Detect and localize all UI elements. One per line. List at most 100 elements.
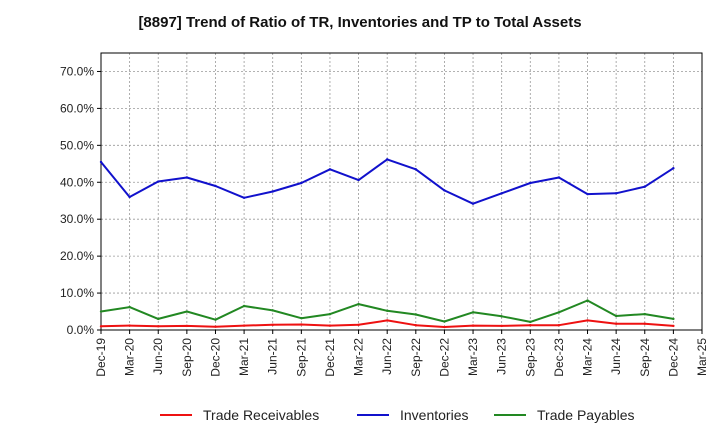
y-tick-label: 20.0% bbox=[60, 249, 94, 263]
legend-item-trade-receivables: Trade Receivables bbox=[160, 407, 319, 423]
data-point-trade-payables bbox=[586, 299, 589, 302]
data-point-trade-payables bbox=[328, 312, 332, 316]
data-point-trade-payables bbox=[271, 309, 274, 312]
x-tick-label: Sep-24 bbox=[638, 338, 652, 377]
data-point-inventories bbox=[443, 189, 446, 192]
data-point-trade-receivables bbox=[99, 325, 103, 328]
data-point-inventories bbox=[586, 192, 589, 196]
x-tick-label: Sep-22 bbox=[409, 338, 423, 377]
data-point-trade-receivables bbox=[500, 324, 503, 328]
data-point-trade-payables bbox=[214, 318, 217, 321]
data-point-trade-payables bbox=[357, 302, 360, 306]
y-tick-label: 40.0% bbox=[60, 175, 94, 189]
data-point-trade-payables bbox=[157, 317, 160, 321]
plot-border bbox=[100, 52, 703, 331]
data-point-trade-receivables bbox=[586, 319, 589, 322]
data-point-inventories bbox=[414, 168, 418, 171]
x-tick-label: Sep-21 bbox=[294, 338, 308, 377]
x-tick-label: Dec-22 bbox=[437, 338, 451, 377]
data-point-inventories bbox=[157, 180, 160, 183]
data-point-inventories bbox=[643, 185, 646, 188]
x-tick-label: Jun-21 bbox=[266, 338, 280, 375]
data-point-trade-payables bbox=[99, 310, 103, 313]
y-tick-label: 50.0% bbox=[60, 138, 94, 152]
y-tick-label: 70.0% bbox=[60, 64, 94, 78]
x-tick-label: Dec-21 bbox=[323, 338, 337, 377]
x-tick-label: Dec-24 bbox=[666, 338, 680, 377]
data-point-inventories bbox=[99, 160, 103, 164]
data-point-trade-receivables bbox=[529, 323, 532, 327]
data-point-trade-payables bbox=[557, 311, 561, 314]
x-tick-label: Mar-23 bbox=[466, 338, 480, 376]
x-tick-label: Dec-23 bbox=[552, 338, 566, 377]
data-point-trade-payables bbox=[529, 320, 532, 324]
y-tick-label: 10.0% bbox=[60, 286, 94, 300]
data-point-inventories bbox=[672, 167, 675, 170]
data-point-trade-receivables bbox=[357, 323, 360, 327]
legend-label: Inventories bbox=[400, 407, 468, 423]
data-point-inventories bbox=[529, 181, 532, 185]
x-tick-label: Mar-22 bbox=[352, 338, 366, 376]
y-tick-label: 30.0% bbox=[60, 212, 94, 226]
legend-label: Trade Receivables bbox=[203, 407, 319, 423]
chart-title: [8897] Trend of Ratio of TR, Inventories… bbox=[138, 14, 582, 31]
data-point-trade-receivables bbox=[414, 323, 418, 327]
data-point-trade-payables bbox=[242, 304, 246, 308]
data-point-trade-payables bbox=[614, 314, 618, 318]
data-point-inventories bbox=[500, 192, 503, 195]
plot-area bbox=[100, 52, 703, 331]
x-tick-label: Dec-19 bbox=[94, 338, 108, 377]
x-tick-label: Sep-20 bbox=[180, 338, 194, 377]
x-tick-label: Jun-23 bbox=[495, 338, 509, 375]
data-point-trade-receivables bbox=[214, 325, 217, 328]
data-point-trade-receivables bbox=[185, 324, 189, 328]
x-tick-label: Mar-24 bbox=[581, 338, 595, 376]
data-point-trade-payables bbox=[500, 315, 503, 318]
data-point-trade-payables bbox=[128, 305, 131, 309]
data-point-trade-payables bbox=[385, 309, 389, 312]
data-point-trade-receivables bbox=[128, 324, 131, 327]
data-point-inventories bbox=[128, 195, 131, 199]
x-tick-label: Mar-25 bbox=[695, 338, 709, 376]
x-tick-label: Jun-20 bbox=[151, 338, 165, 375]
data-point-trade-receivables bbox=[443, 325, 446, 329]
legend-item-trade-payables: Trade Payables bbox=[494, 407, 635, 423]
y-tick-label: 60.0% bbox=[60, 101, 94, 115]
data-point-trade-payables bbox=[300, 316, 303, 320]
data-point-trade-receivables bbox=[157, 325, 160, 328]
data-point-trade-receivables bbox=[300, 323, 303, 326]
data-point-trade-receivables bbox=[385, 319, 389, 322]
x-tick-label: Jun-22 bbox=[380, 338, 394, 375]
data-point-inventories bbox=[300, 181, 303, 185]
legend-item-inventories: Inventories bbox=[357, 407, 468, 423]
data-point-trade-payables bbox=[643, 312, 646, 316]
x-tick-label: Sep-23 bbox=[523, 338, 537, 377]
data-point-inventories bbox=[185, 176, 189, 179]
data-point-trade-payables bbox=[185, 310, 189, 313]
data-point-trade-receivables bbox=[471, 324, 475, 327]
data-point-inventories bbox=[271, 190, 274, 193]
x-tick-label: Dec-20 bbox=[208, 338, 222, 377]
data-point-trade-payables bbox=[414, 313, 418, 316]
x-tick-label: Mar-20 bbox=[123, 338, 137, 376]
x-tick-label: Jun-24 bbox=[609, 338, 623, 375]
data-point-trade-receivables bbox=[672, 324, 675, 328]
data-point-trade-payables bbox=[672, 317, 675, 321]
data-point-inventories bbox=[214, 184, 217, 188]
data-point-trade-receivables bbox=[242, 324, 246, 327]
data-point-trade-receivables bbox=[614, 322, 618, 325]
data-point-inventories bbox=[357, 178, 360, 182]
data-point-trade-payables bbox=[443, 320, 446, 323]
data-point-inventories bbox=[614, 192, 618, 195]
data-point-trade-receivables bbox=[271, 323, 274, 327]
data-point-trade-receivables bbox=[643, 322, 646, 325]
data-point-trade-receivables bbox=[557, 323, 561, 327]
data-point-inventories bbox=[385, 158, 389, 161]
data-point-inventories bbox=[471, 202, 475, 205]
legend-label: Trade Payables bbox=[537, 407, 635, 423]
data-point-trade-receivables bbox=[328, 324, 332, 327]
data-point-inventories bbox=[557, 176, 561, 179]
data-point-inventories bbox=[328, 168, 332, 171]
